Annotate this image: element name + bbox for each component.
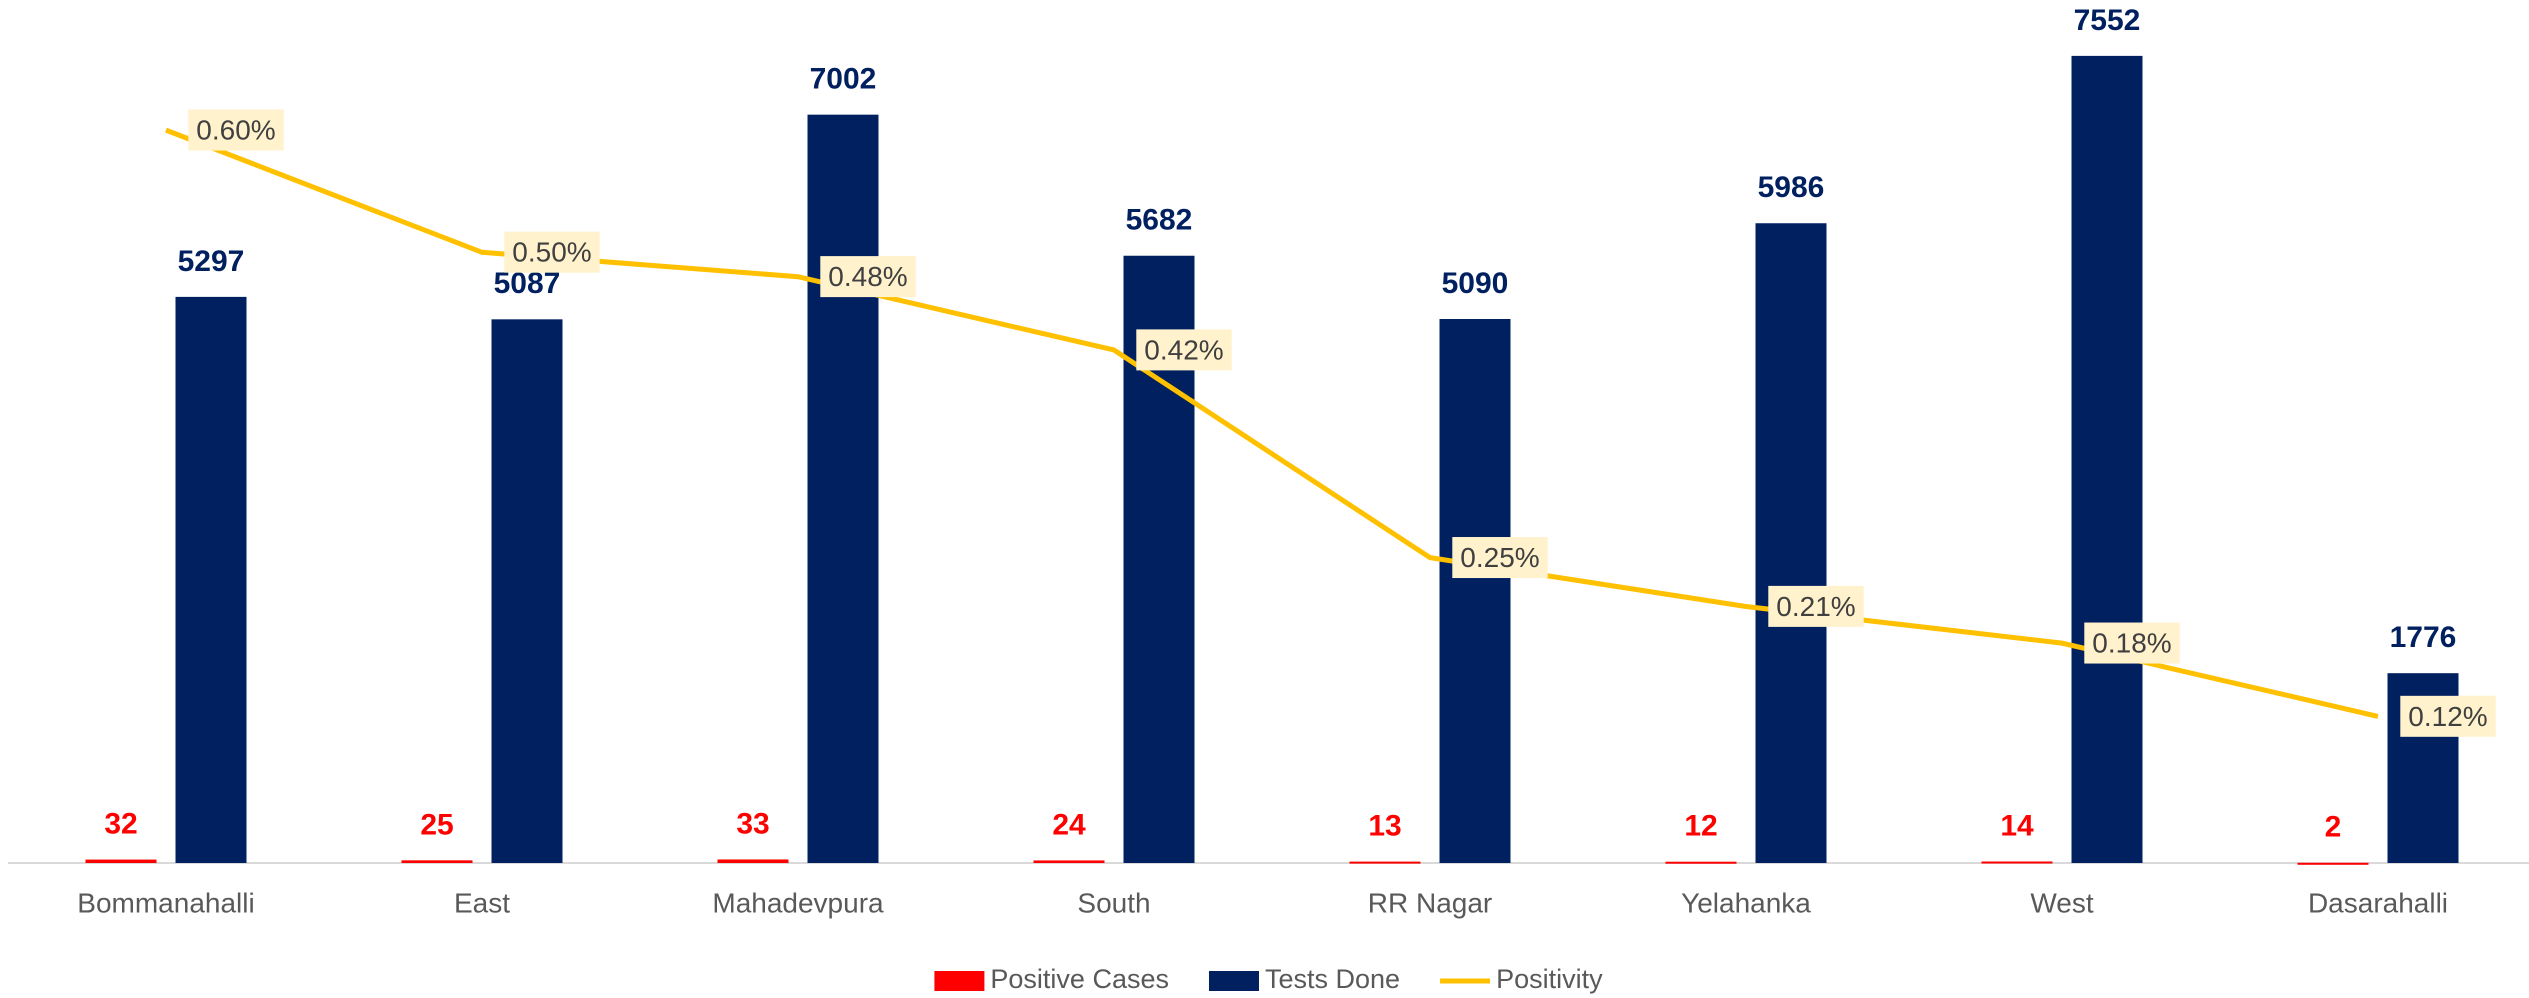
x-tick-label: RR Nagar	[1368, 887, 1492, 918]
legend-label: Positivity	[1496, 964, 1603, 994]
label-box	[504, 231, 600, 273]
data-label: 5682	[1126, 204, 1193, 237]
data-label: 7552	[2074, 4, 2141, 37]
value-label: 0.42%	[1136, 329, 1232, 371]
bar	[175, 296, 247, 863]
label-box	[1768, 585, 1864, 627]
data-label: 5986	[1758, 171, 1825, 204]
bar	[2297, 862, 2369, 865]
legend-item: Positive Cases	[934, 964, 1169, 994]
value-label: 0.25%	[1452, 537, 1548, 579]
value-label: 0.12%	[2400, 695, 2496, 737]
data-label: 0.21%	[1776, 591, 1855, 622]
data-label: 0.60%	[196, 115, 275, 146]
bar	[401, 860, 473, 863]
value-label: 0.18%	[2084, 622, 2180, 664]
data-label: 5297	[178, 245, 245, 278]
bar	[1033, 860, 1105, 863]
bar	[85, 859, 157, 863]
legend-item: Positivity	[1440, 964, 1603, 994]
bar	[717, 859, 789, 863]
label-box	[2400, 695, 2496, 737]
bar	[1755, 223, 1827, 864]
data-label: 2	[2325, 811, 2342, 844]
label-box	[820, 256, 916, 298]
value-label: 0.60%	[188, 109, 284, 151]
data-label: 0.50%	[512, 237, 591, 268]
legend: Positive Cases Tests Done Positivity	[934, 964, 1603, 994]
x-tick-label: Yelahanka	[1681, 887, 1811, 918]
data-label: 7002	[810, 63, 877, 96]
x-tick-label: Bommanahalli	[77, 887, 254, 918]
bar	[1981, 861, 2053, 864]
x-tick-label: East	[454, 887, 510, 918]
data-label: 14	[2000, 809, 2034, 842]
x-tick-label: West	[2030, 887, 2093, 918]
data-label: 12	[1684, 810, 1717, 843]
bar	[1665, 861, 1737, 864]
bar	[1349, 861, 1421, 864]
bar	[807, 114, 879, 863]
data-label: 0.48%	[828, 261, 907, 292]
legend-swatch	[1208, 971, 1259, 991]
data-label: 0.25%	[1460, 542, 1539, 573]
legend-label: Positive Cases	[990, 964, 1169, 994]
value-label: 0.21%	[1768, 585, 1864, 627]
data-label: 32	[104, 808, 137, 841]
legend-label: Tests Done	[1265, 964, 1400, 994]
data-label: 0.42%	[1144, 334, 1223, 365]
x-tick-label: South	[1077, 887, 1150, 918]
label-box	[2084, 622, 2180, 664]
value-label: 0.48%	[820, 256, 916, 298]
data-label: 25	[420, 808, 453, 841]
x-tick-label: Mahadevpura	[712, 887, 884, 918]
data-label: 5090	[1442, 267, 1509, 300]
legend-item: Tests Done	[1208, 964, 1400, 994]
legend-swatch	[934, 971, 985, 991]
bar	[2071, 55, 2143, 863]
x-tick-label: Dasarahalli	[2308, 887, 2448, 918]
bar	[1439, 319, 1511, 864]
label-box	[1136, 329, 1232, 371]
value-label: 0.50%	[504, 231, 600, 273]
data-label: 24	[1052, 808, 1086, 841]
data-label: 13	[1368, 810, 1401, 843]
data-label: 5087	[494, 267, 561, 300]
data-label: 1776	[2390, 621, 2457, 654]
data-label: 33	[736, 807, 769, 840]
bar	[491, 319, 563, 863]
label-box	[1452, 537, 1548, 579]
data-label: 0.12%	[2408, 701, 2487, 732]
label-box	[188, 109, 284, 151]
data-label: 0.18%	[2092, 628, 2171, 659]
